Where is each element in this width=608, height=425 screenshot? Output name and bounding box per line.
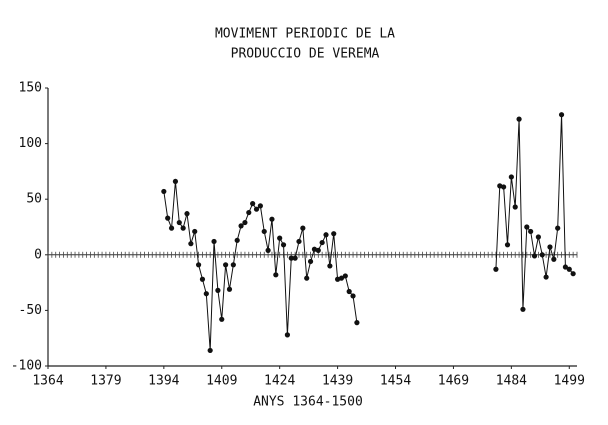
y-tick-label: 50: [26, 192, 42, 207]
data-point: [223, 262, 229, 268]
x-tick-label: 1484: [496, 374, 527, 389]
data-point: [570, 271, 576, 277]
data-point: [524, 224, 530, 230]
data-line: [163, 114, 574, 351]
data-point: [350, 293, 356, 299]
y-tick-label: -50: [19, 303, 42, 318]
data-point: [493, 266, 499, 272]
data-point: [265, 247, 271, 253]
data-point: [253, 206, 260, 212]
data-point: [269, 216, 275, 222]
data-point: [188, 241, 194, 247]
data-point: [207, 347, 213, 354]
data-point: [327, 263, 333, 269]
data-point: [555, 225, 561, 231]
data-point: [547, 244, 553, 250]
data-point: [180, 225, 186, 231]
data-point: [230, 262, 236, 268]
data-point: [516, 116, 522, 122]
x-tick-label: 1439: [322, 374, 353, 389]
data-point: [338, 275, 345, 281]
chart-title: PRODUCCIO DE VEREMA: [231, 47, 380, 62]
chart-title: MOVIMENT PERIODIC DE LA: [215, 27, 395, 42]
data-point: [284, 332, 291, 338]
x-tick-label: 1499: [554, 374, 585, 389]
data-point: [280, 242, 287, 248]
data-point: [184, 211, 190, 217]
data-point: [304, 275, 310, 281]
data-point: [566, 266, 572, 272]
data-point: [203, 291, 209, 297]
data-point: [226, 286, 233, 292]
data-point: [165, 215, 171, 221]
x-tick-label: 1409: [206, 374, 237, 389]
data-point: [288, 255, 294, 261]
data-point: [257, 203, 263, 209]
data-point: [539, 252, 545, 258]
data-point: [315, 247, 321, 253]
data-point: [246, 209, 252, 216]
data-point: [277, 235, 283, 241]
data-point: [168, 225, 175, 231]
x-tick-label: 1364: [32, 374, 63, 389]
data-point: [331, 231, 337, 237]
x-axis-label: ANYS 1364-1500: [253, 395, 363, 410]
data-point: [296, 238, 302, 245]
data-point: [242, 219, 248, 226]
data-point: [562, 264, 569, 270]
data-point: [323, 232, 329, 238]
data-point: [250, 201, 256, 207]
data-point: [508, 174, 514, 180]
x-tick-label: 1454: [380, 374, 411, 389]
data-point: [504, 242, 511, 248]
data-point: [161, 188, 167, 195]
x-tick-label: 1469: [438, 374, 469, 389]
data-point: [501, 184, 507, 190]
data-point: [354, 320, 360, 326]
data-point: [211, 238, 217, 245]
data-point: [535, 234, 541, 240]
data-point: [346, 288, 352, 295]
data-point: [195, 262, 202, 268]
data-point: [558, 112, 565, 118]
data-point: [199, 276, 206, 282]
data-point: [176, 219, 182, 226]
data-point: [342, 273, 348, 279]
data-point: [551, 256, 557, 262]
data-point: [219, 316, 225, 322]
data-point: [292, 255, 298, 261]
y-tick-label: -100: [11, 359, 42, 374]
data-point: [172, 178, 179, 185]
data-point: [543, 274, 549, 280]
data-point: [531, 253, 538, 259]
data-point: [192, 228, 198, 235]
y-tick-label: 0: [34, 247, 42, 262]
data-point: [307, 258, 314, 265]
data-point: [528, 228, 534, 235]
data-point: [215, 287, 221, 293]
data-point: [300, 225, 306, 231]
data-point: [319, 239, 325, 246]
y-tick-label: 150: [19, 81, 42, 96]
data-point: [238, 223, 244, 229]
data-point: [512, 204, 518, 210]
data-point: [273, 272, 279, 278]
data-point: [234, 237, 240, 243]
x-tick-label: 1394: [148, 374, 179, 389]
x-tick-label: 1424: [264, 374, 295, 389]
y-tick-label: 100: [19, 136, 42, 151]
x-tick-label: 1379: [90, 374, 121, 389]
data-point: [261, 228, 267, 235]
data-point: [520, 306, 526, 312]
